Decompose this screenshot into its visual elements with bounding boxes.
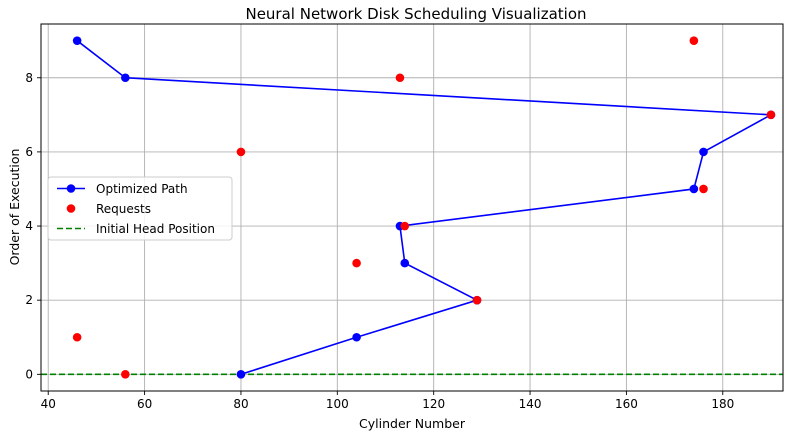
y-axis-label: Order of Execution [7, 149, 22, 266]
legend-marker-optimized [66, 184, 76, 193]
x-tick-label: 100 [326, 397, 349, 411]
request-point [121, 370, 130, 379]
legend-label: Optimized Path [96, 182, 188, 196]
path-point [352, 332, 361, 342]
optimized-path-line [76, 40, 774, 376]
axis-ticks: 40 60 80 100 120 140 160 180 0 2 4 6 8 [25, 71, 734, 411]
legend-label: Requests [96, 202, 151, 216]
legend-marker-requests [66, 204, 76, 213]
x-tick-label: 140 [519, 397, 542, 411]
x-tick-label: 180 [711, 397, 734, 411]
legend: Optimized Path Requests Initial Head Posit… [47, 176, 233, 241]
request-point [395, 73, 405, 83]
request-point [699, 184, 708, 194]
request-point [766, 110, 776, 120]
plot-frame [40, 23, 784, 392]
y-tick-label: 2 [25, 293, 33, 307]
path-point [72, 36, 82, 45]
path-point [400, 258, 410, 268]
x-axis-label: Cylinder Number [359, 416, 466, 431]
x-tick-label: 80 [233, 397, 248, 411]
path-point [689, 184, 699, 194]
y-tick-label: 8 [25, 71, 33, 85]
request-point [352, 258, 361, 268]
request-point [236, 147, 246, 157]
chart-title: Neural Network Disk Scheduling Visualiza… [245, 5, 586, 23]
y-tick-label: 4 [25, 219, 33, 233]
path-point [121, 73, 130, 83]
request-point [689, 36, 699, 45]
legend-box [47, 176, 233, 241]
request-point [472, 295, 482, 305]
plot-marks [41, 36, 783, 379]
y-tick-label: 0 [25, 367, 33, 381]
path-point [699, 147, 708, 157]
request-point [72, 332, 82, 342]
request-point [400, 221, 410, 231]
x-tick-label: 40 [41, 397, 56, 411]
x-tick-label: 120 [422, 397, 445, 411]
legend-label: Initial Head Position [96, 222, 215, 236]
x-tick-label: 160 [615, 397, 638, 411]
y-tick-label: 6 [25, 145, 33, 159]
path-point [236, 370, 246, 379]
x-tick-label: 60 [137, 397, 152, 411]
